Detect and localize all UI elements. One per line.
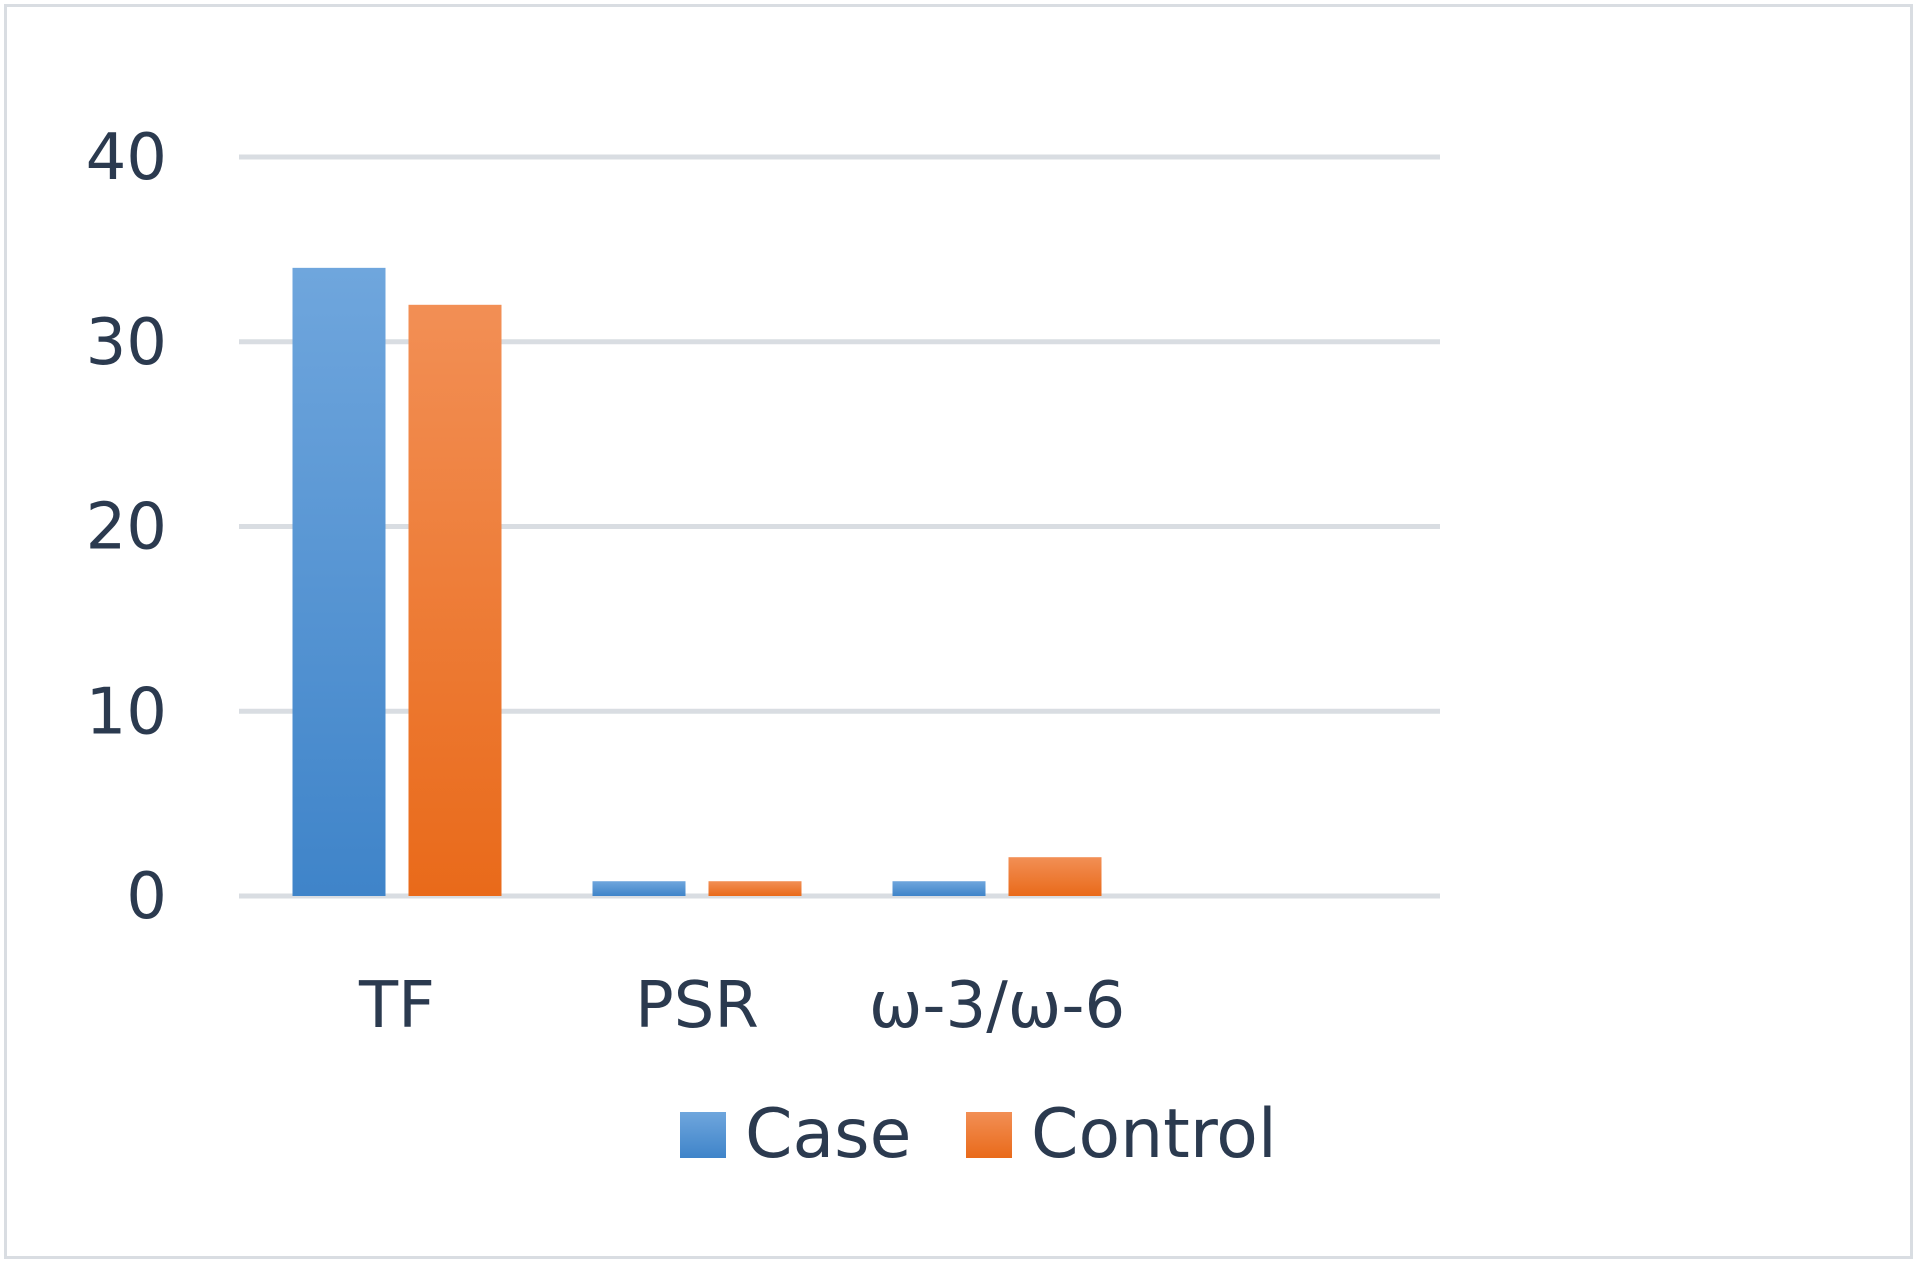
chart-frame: 0 10 20 30 40 TF PSR ω-3/ω-6 Case Control — [4, 4, 1913, 1259]
x-axis-categories: TF PSR ω-3/ω-6 — [358, 969, 1125, 1043]
y-axis-ticks: 0 10 20 30 40 — [86, 121, 167, 934]
legend-label-control: Control — [1031, 1095, 1277, 1174]
x-category-label: PSR — [635, 969, 759, 1043]
bar-control-0 — [408, 304, 502, 896]
bars — [292, 267, 1102, 897]
x-category-label: ω-3/ω-6 — [869, 969, 1125, 1043]
y-tick-label: 10 — [86, 675, 167, 749]
y-tick-label: 20 — [86, 491, 167, 565]
y-tick-label: 30 — [86, 306, 167, 380]
bar-control-2 — [1008, 857, 1102, 896]
y-tick-label: 40 — [86, 121, 167, 195]
bar-case-0 — [292, 267, 386, 897]
legend-swatch-control — [966, 1112, 1012, 1158]
bar-case-1 — [592, 881, 686, 896]
legend-label-case: Case — [745, 1095, 911, 1174]
legend-swatch-case — [680, 1112, 726, 1158]
bar-control-1 — [708, 881, 802, 896]
bar-chart: 0 10 20 30 40 TF PSR ω-3/ω-6 Case Control — [86, 121, 1440, 1174]
y-tick-label: 0 — [126, 860, 167, 934]
legend: Case Control — [680, 1095, 1277, 1174]
x-category-label: TF — [358, 969, 435, 1043]
bar-case-2 — [892, 881, 986, 896]
